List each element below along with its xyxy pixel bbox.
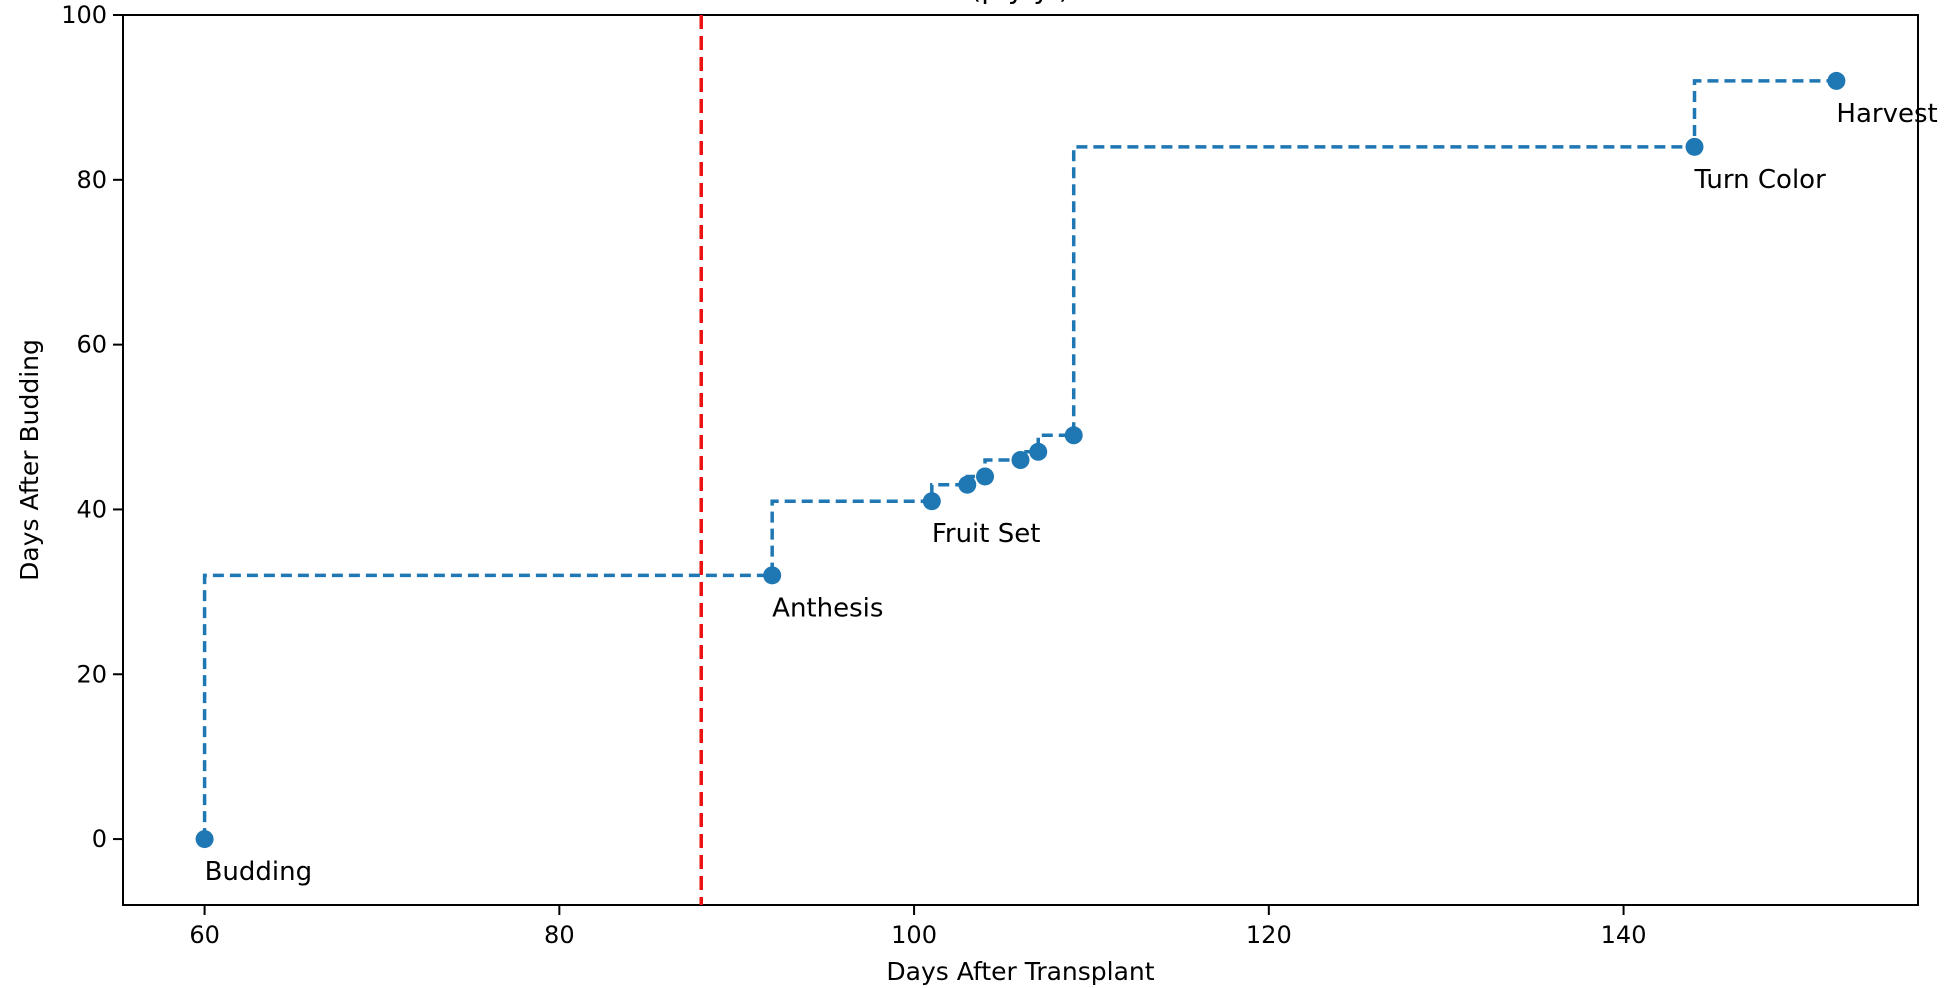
plot-frame [122,14,1919,906]
point-label-harvest: Harvest [1836,99,1937,129]
point-label-turn-color: Turn Color [1694,165,1827,195]
x-tick-label-140: 140 [1601,921,1647,949]
data-point-8 [1685,137,1704,156]
x-tick-label-120: 120 [1246,921,1292,949]
point-label-fruit-set: Fruit Set [932,519,1041,549]
x-tick-label-80: 80 [544,921,575,949]
data-point-4 [976,467,995,486]
stage-step-line [202,79,1837,840]
data-point-6 [1029,442,1048,461]
data-point-2 [922,492,941,511]
data-point-3 [958,475,977,494]
data-point-7 [1064,426,1083,445]
data-point-5 [1011,451,1030,469]
data-point-9 [1827,71,1846,90]
point-label-anthesis: Anthesis [772,593,883,623]
y-tick-label-0: 0 [92,825,107,853]
y-tick-label-40: 40 [76,495,107,523]
y-tick-label-60: 60 [76,331,107,359]
y-tick-label-20: 20 [76,660,107,688]
data-point-1 [763,566,782,585]
x-tick-label-100: 100 [891,921,937,949]
x-tick-label-60: 60 [189,921,220,949]
y-tick-label-80: 80 [76,166,107,194]
data-point-0 [195,830,214,849]
y-tick-label-100: 100 [61,1,107,29]
partial-chart-title: (p y y ) [970,0,1069,5]
point-label-budding: Budding [205,857,313,887]
y-axis-title: Days After Budding [15,339,44,581]
x-axis-title: Days After Transplant [886,957,1154,986]
